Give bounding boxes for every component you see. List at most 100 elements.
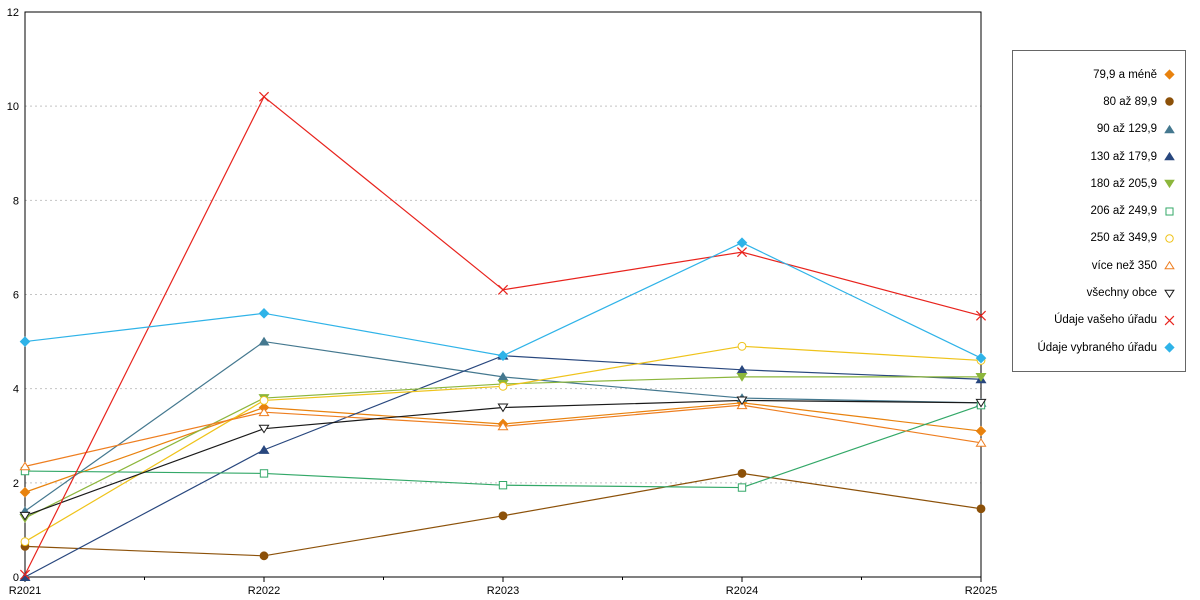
triangle-down-open-marker-icon [975, 398, 987, 408]
circle-filled-marker-icon [976, 504, 986, 514]
diamond-filled-marker-icon [497, 350, 509, 362]
diamond-filled-marker-icon [975, 352, 987, 364]
legend-label: 250 až 349,9 [1090, 232, 1157, 245]
legend-item: všechny obce [1022, 279, 1176, 306]
triangle-filled-legend-icon [1164, 151, 1175, 161]
diamond-filled-marker-icon [1164, 342, 1175, 353]
y-axis-tick-label: 2 [13, 478, 19, 490]
legend-label: 79,9 a méně [1093, 68, 1157, 81]
triangle-open-marker-icon [19, 461, 31, 471]
circle-filled-marker-icon [259, 551, 269, 561]
legend-label: 130 až 179,9 [1090, 150, 1157, 163]
triangle-open-marker-icon [975, 437, 987, 447]
square-open-marker-icon [1165, 207, 1174, 216]
circle-open-marker-icon [498, 381, 508, 391]
chart-legend: 79,9 a méně 80 až 89,9 90 až 129,9 130 až 1… [1012, 50, 1186, 373]
triangle-down-filled-marker-icon [736, 372, 748, 382]
circle-open-legend-icon [1165, 234, 1174, 243]
x-marker-icon [19, 569, 31, 580]
circle-open-marker-icon [20, 537, 30, 547]
legend-label: 180 až 205,9 [1090, 177, 1157, 190]
legend-item: Údaje vybraného úřadu [1022, 334, 1176, 361]
triangle-filled-marker-icon [258, 445, 270, 454]
legend-item: 90 až 129,9 [1022, 116, 1176, 143]
legend-label: 206 až 249,9 [1090, 205, 1157, 218]
chart-plot-area: 0 2 4 6 8 10 12 R2021 R2022 R2023 R2024 R2025 [7, 7, 997, 597]
triangle-down-open-marker-icon [1164, 289, 1175, 298]
y-axis-tick-label: 0 [13, 572, 19, 584]
legend-label: více než 350 [1091, 259, 1157, 272]
triangle-down-open-legend-icon [1164, 289, 1175, 298]
diamond-filled-legend-icon [1164, 69, 1175, 80]
triangle-down-open-marker-icon [19, 511, 31, 521]
plot-frame [24, 11, 982, 578]
y-axis-tick-label: 6 [13, 290, 19, 302]
x-axis-tick-label: R2022 [248, 585, 280, 597]
diamond-filled-marker-icon [975, 425, 987, 437]
x-axis-tick-label: R2021 [9, 585, 41, 597]
circle-filled-legend-icon [1165, 97, 1174, 107]
x-legend-icon [1164, 315, 1175, 326]
series-line [24, 376, 981, 519]
legend-item: 80 až 89,9 [1022, 88, 1176, 115]
x-marker-icon [1164, 315, 1175, 326]
legend-item: 206 až 249,9 [1022, 197, 1176, 224]
square-open-marker-icon [737, 483, 747, 492]
y-axis-tick-label: 10 [7, 101, 19, 113]
series-line [24, 95, 982, 575]
y-axis-tick-label: 12 [7, 7, 19, 19]
circle-filled-marker-icon [1165, 97, 1174, 107]
triangle-filled-marker-icon [258, 336, 270, 346]
diamond-filled-legend-icon [1164, 342, 1175, 353]
x-axis-tick-label: R2023 [487, 585, 519, 597]
circle-open-marker-icon [1165, 234, 1174, 243]
diamond-filled-marker-icon [736, 237, 748, 249]
y-axis-tick-label: 8 [13, 195, 19, 207]
square-open-legend-icon [1165, 207, 1174, 216]
triangle-down-open-marker-icon [258, 424, 270, 434]
x-marker-icon [497, 284, 509, 295]
series-line [24, 399, 982, 517]
diamond-filled-marker-icon [1164, 69, 1175, 80]
x-axis-tick-label: R2024 [726, 585, 758, 597]
triangle-down-filled-marker-icon [1164, 180, 1175, 189]
legend-item: 180 až 205,9 [1022, 170, 1176, 197]
series-line [24, 402, 982, 493]
legend-item: 130 až 179,9 [1022, 143, 1176, 170]
diamond-filled-marker-icon [19, 336, 31, 347]
triangle-open-marker-icon [1164, 261, 1175, 270]
triangle-filled-legend-icon [1164, 124, 1175, 134]
triangle-down-filled-marker-icon [975, 372, 987, 382]
legend-item: více než 350 [1022, 252, 1176, 279]
y-axis-tick-label: 4 [13, 384, 19, 396]
circle-open-marker-icon [259, 396, 269, 405]
triangle-down-open-marker-icon [736, 396, 748, 406]
legend-label: 80 až 89,9 [1103, 95, 1157, 108]
legend-item: Údaje vašeho úřadu [1022, 307, 1176, 334]
x-marker-icon [975, 310, 987, 321]
legend-label: Údaje vybraného úřadu [1037, 341, 1157, 354]
square-open-marker-icon [259, 469, 269, 478]
legend-label: všechny obce [1086, 287, 1157, 300]
triangle-filled-marker-icon [1164, 124, 1175, 134]
legend-item: 79,9 a méně [1022, 61, 1176, 88]
x-axis-tick-label: R2025 [965, 585, 997, 597]
x-marker-icon [736, 247, 748, 258]
circle-filled-marker-icon [498, 511, 508, 521]
triangle-open-legend-icon [1164, 261, 1175, 270]
triangle-down-open-marker-icon [497, 403, 509, 413]
legend-label: 90 až 129,9 [1096, 123, 1157, 136]
circle-filled-marker-icon [737, 469, 747, 478]
circle-open-marker-icon [737, 341, 747, 351]
diamond-filled-marker-icon [19, 486, 31, 498]
square-open-marker-icon [498, 481, 508, 490]
triangle-down-filled-legend-icon [1164, 180, 1175, 189]
x-marker-icon [258, 91, 270, 102]
legend-item: 250 až 349,9 [1022, 225, 1176, 252]
triangle-filled-marker-icon [1164, 151, 1175, 161]
legend-label: Údaje vašeho úřadu [1054, 314, 1157, 327]
triangle-open-marker-icon [258, 407, 270, 417]
series-line [24, 242, 982, 359]
triangle-open-marker-icon [497, 421, 509, 431]
